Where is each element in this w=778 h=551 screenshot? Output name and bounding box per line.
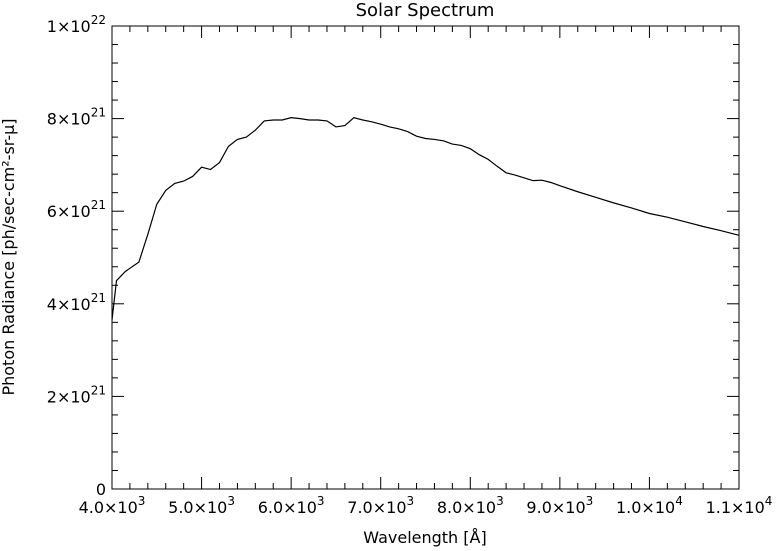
y-axis-label: Photon Radiance [ph/sec-cm²-sr-μ] — [0, 118, 18, 395]
x-tick-label: 6.0×103 — [258, 494, 325, 517]
chart-title: Solar Spectrum — [356, 0, 495, 21]
x-tick-label: 1.0×104 — [616, 494, 683, 517]
y-tick-label: 6×1021 — [47, 198, 106, 221]
y-tick-label: 2×1021 — [47, 383, 106, 406]
series-line — [111, 117, 740, 321]
y-tick-label: 8×1021 — [47, 106, 106, 129]
x-tick-label: 1.1×104 — [706, 494, 773, 517]
x-tick-label: 9.0×103 — [526, 494, 593, 517]
y-tick-label: 4×1021 — [47, 291, 106, 314]
x-tick-label: 5.0×103 — [168, 494, 235, 517]
x-axis-ticks — [111, 26, 740, 489]
y-tick-label: 1×1022 — [47, 13, 106, 36]
plot-frame — [111, 25, 740, 490]
x-tick-label: 4.0×103 — [79, 494, 146, 517]
y-axis-tick-labels: 0 2×1021 4×1021 6×1021 8×1021 1×1022 — [47, 13, 106, 499]
x-axis-label: Wavelength [Å] — [363, 528, 486, 547]
y-tick-label: 0 — [96, 480, 106, 499]
x-tick-label: 8.0×103 — [437, 494, 504, 517]
x-axis-tick-labels: 4.0×103 5.0×103 6.0×103 7.0×103 8.0×103 9.0×1… — [79, 494, 773, 517]
y-axis-ticks — [112, 25, 739, 490]
x-tick-label: 7.0×103 — [347, 494, 414, 517]
